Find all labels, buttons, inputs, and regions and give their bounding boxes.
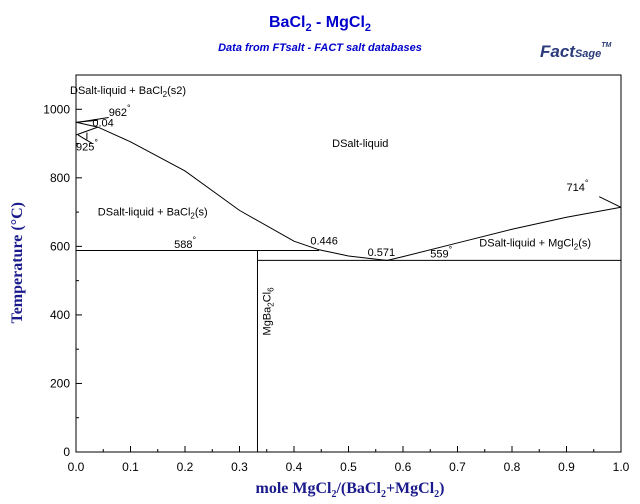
point-label: 962° [109, 103, 131, 119]
pointer-925 [77, 134, 93, 144]
y-tick-label: 200 [50, 376, 70, 390]
region-label-bacl2-s2: DSalt-liquid + BaCl2(s2) [70, 85, 186, 99]
point-label: 0.04 [92, 117, 113, 129]
x-tick-label: 0.3 [231, 460, 248, 474]
y-tick-label: 600 [50, 239, 70, 253]
region-label-liquid: DSalt-liquid [332, 138, 388, 150]
x-tick-label: 0.8 [504, 460, 521, 474]
y-tick-label: 800 [50, 171, 70, 185]
point-label: 925° [76, 137, 98, 153]
point-label: 0.571 [368, 247, 396, 259]
x-tick-label: 0.1 [122, 460, 139, 474]
point-label: 714° [567, 178, 589, 194]
pointer-962 [77, 117, 109, 123]
y-tick-label: 0 [63, 445, 70, 459]
compound-label: MgBa2Cl6 [261, 287, 275, 336]
pointer-714 [598, 196, 622, 208]
chart-title: BaCl2 - MgCl2 [268, 14, 372, 35]
plot-frame [75, 74, 622, 453]
x-tick-label: 0.6 [395, 460, 412, 474]
x-axis-label: mole MgCl2/(BaCl2+MgCl2) [255, 480, 445, 501]
y-axis-label: Temperature (°C) [9, 202, 26, 323]
phase-boundaries [75, 117, 622, 452]
factsage-logo: FactSageTM [540, 42, 612, 61]
liquidus-bacl2-branch [75, 121, 388, 261]
region-label-mgcl2-s: DSalt-liquid + MgCl2(s) [479, 237, 591, 251]
x-tick-label: 1.0 [613, 460, 630, 474]
y-tick-label: 1000 [43, 102, 70, 116]
point-label: 588° [174, 235, 196, 251]
x-tick-label: 0.2 [177, 460, 194, 474]
point-label: 0.446 [310, 236, 338, 248]
x-tick-label: 0.0 [68, 460, 85, 474]
x-tick-label: 0.7 [449, 460, 466, 474]
region-labels: DSalt-liquid DSalt-liquid + BaCl2(s) DSalt… [70, 85, 591, 336]
y-tick-label: 400 [50, 308, 70, 322]
liquidus-mgcl2-branch [387, 206, 622, 261]
transition-line [75, 126, 98, 136]
point-label: 559° [430, 244, 452, 260]
x-tick-label: 0.5 [340, 460, 357, 474]
x-tick-label: 0.9 [558, 460, 575, 474]
chart-subtitle: Data from FTsalt - FACT salt databases [218, 42, 422, 54]
x-tick-label: 0.4 [286, 460, 303, 474]
axis-ticks: 0.0 0.1 0.2 0.3 0.4 0.5 0.6 0.7 0.8 0.9 1.0 0 200 400… [43, 74, 630, 474]
region-label-bacl2-s: DSalt-liquid + BaCl2(s) [98, 207, 208, 221]
